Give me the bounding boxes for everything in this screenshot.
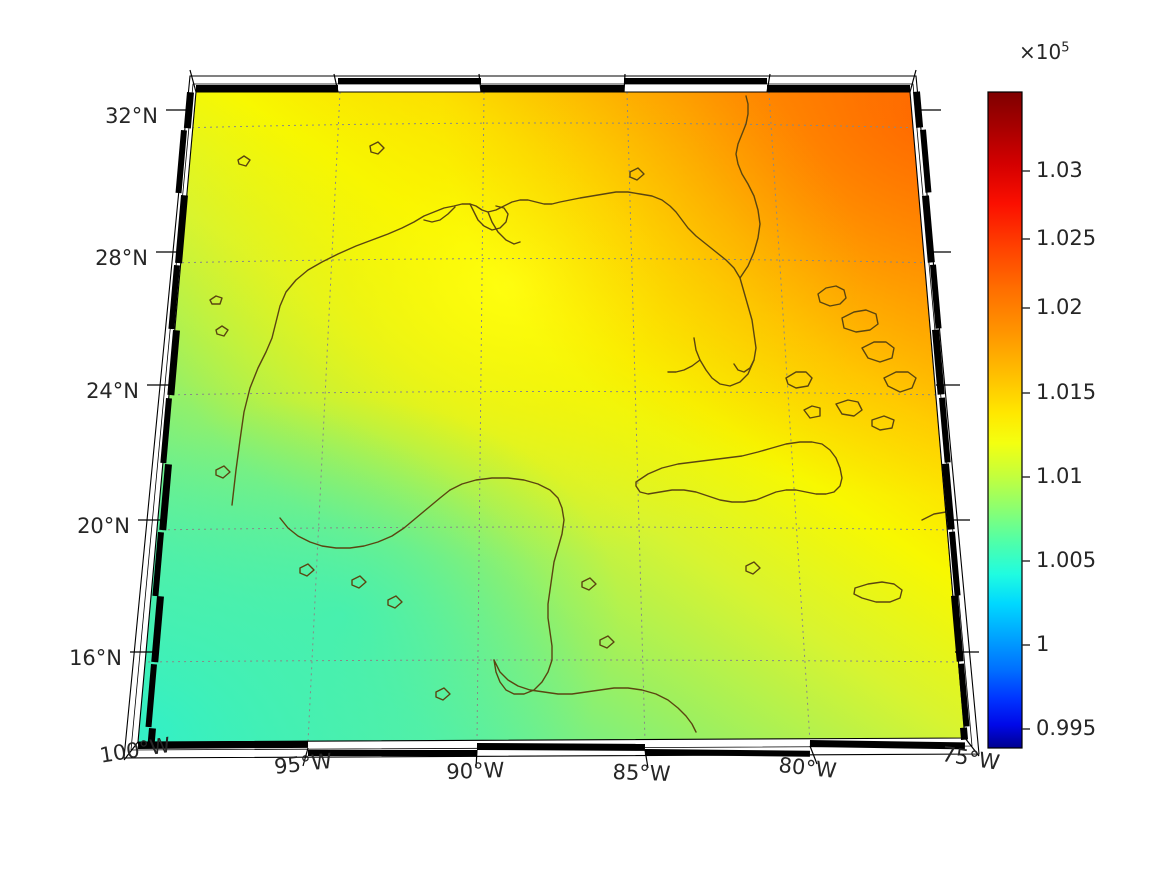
colorbar-tick-label-1020: 1.02: [1036, 295, 1083, 319]
lat-tick-label-20N: 20°N: [77, 514, 130, 538]
lat-tick-label-28N: 28°N: [95, 246, 148, 270]
colorbar-tick-label-1000: 1: [1036, 632, 1050, 656]
colorbar-tick-label-0995: 0.995: [1036, 716, 1097, 740]
colorbar-ticks: [1022, 170, 1030, 730]
lon-tick-label-85W: 85°W: [612, 760, 671, 787]
colorbar[interactable]: [987, 91, 1030, 749]
lat-tick-label-24N: 24°N: [86, 379, 139, 403]
colorbar-tick-label-1010: 1.01: [1036, 464, 1083, 488]
graticule-gridlines: [138, 92, 965, 742]
map-frame: [123, 69, 980, 769]
colorbar-tick-label-1005: 1.005: [1036, 548, 1097, 572]
colorbar-exponent-label: ×105: [1019, 40, 1070, 64]
lat-tick-label-32N: 32°N: [105, 104, 158, 128]
lon-tick-label-90W: 90°W: [446, 757, 505, 784]
pressure-field: [138, 92, 965, 742]
coastlines: [209, 95, 963, 733]
colorbar-tick-label-1015: 1.015: [1036, 380, 1097, 404]
colorbar-tick-label-1030: 1.03: [1036, 158, 1083, 182]
lat-tick-label-16N: 16°N: [69, 646, 122, 670]
colorbar-tick-label-1025: 1.025: [1036, 226, 1097, 250]
